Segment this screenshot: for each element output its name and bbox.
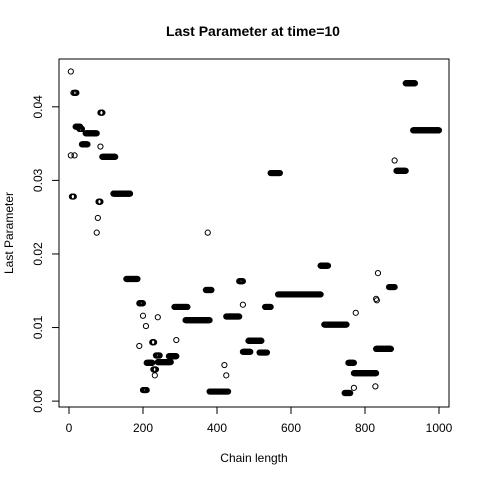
x-tick-label: 200 [133,421,153,435]
data-point [78,125,86,132]
data-point [391,283,398,291]
data-point [223,372,230,379]
data-point [154,314,161,321]
data-point [221,361,228,369]
data-point [139,300,147,307]
x-tick-label: 0 [66,421,73,435]
data-point [126,190,134,197]
data-point [347,389,354,397]
data-point [373,370,380,377]
data-point [206,317,213,324]
data-point [374,270,382,277]
y-tick-label: 0.04 [31,95,45,119]
y-axis-label: Last Parameter [2,192,16,274]
data-point [343,321,350,328]
x-tick-label: 800 [355,421,375,435]
data-point [67,152,74,159]
data-point [352,309,359,316]
y-tick-label: 0.00 [31,389,45,413]
data-point [387,345,395,352]
data-point [73,89,80,96]
data-point [173,336,180,344]
data-point [208,286,215,294]
data-point [324,262,332,269]
data-point [97,198,104,205]
data-point [225,388,232,395]
data-point [350,384,358,391]
data-point [173,353,180,360]
data-point [151,372,158,379]
data-point [136,342,143,350]
data-point [167,359,174,366]
data-point [204,229,211,236]
data-point [435,127,443,134]
data-point [411,80,419,87]
chart-title: Last Parameter at time=10 [166,23,340,39]
data-point [139,312,147,319]
data-points [67,68,443,397]
data-point [67,68,74,75]
y-tick-label: 0.02 [31,242,45,266]
data-point [350,359,358,366]
data-point [97,143,104,150]
data-point [239,301,246,308]
x-tick-label: 1000 [426,421,453,435]
x-tick-label: 400 [207,421,227,435]
data-point [258,337,265,344]
data-point [84,141,91,148]
data-point [247,348,254,355]
data-point [239,278,246,285]
data-point [372,383,379,390]
data-point [70,193,77,200]
data-point [93,130,100,137]
data-point [402,167,409,174]
data-point [142,322,150,330]
data-point [94,214,101,222]
data-point [391,157,398,164]
data-point [93,229,100,236]
plot-frame [58,58,450,408]
data-point [156,352,163,359]
data-point [143,386,150,394]
data-point [236,313,243,320]
data-point [134,275,141,283]
data-point [184,303,191,311]
data-point [317,291,324,298]
data-point [267,303,274,311]
data-point [112,153,119,160]
data-point [373,297,380,304]
data-point [263,349,271,356]
data-point [152,366,160,373]
data-point [276,169,283,177]
y-tick-label: 0.03 [31,168,45,192]
x-axis: 0 200 400 600 800 1000 [66,407,453,435]
y-tick-label: 0.01 [31,316,45,340]
data-point [71,152,78,159]
y-axis: 0.00 0.01 0.02 0.03 0.04 [31,95,59,413]
data-point [99,109,106,116]
x-tick-label: 600 [281,421,301,435]
data-point [150,339,158,346]
x-axis-label: Chain length [220,451,287,465]
